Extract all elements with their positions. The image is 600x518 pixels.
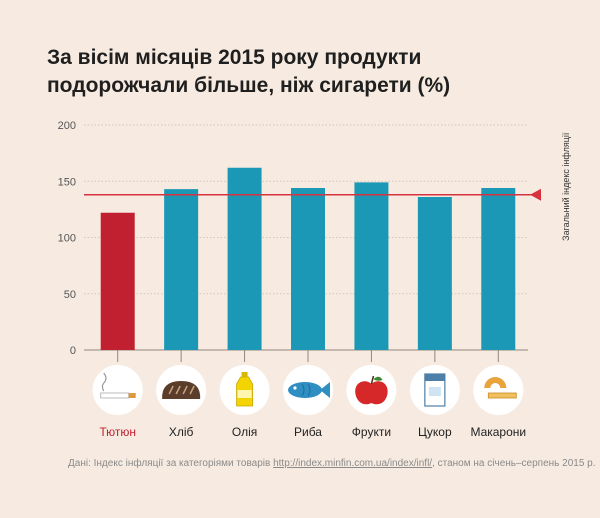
- chart-title: За вісім місяців 2015 року продукти подо…: [47, 44, 567, 100]
- bar-2: [164, 189, 199, 350]
- bread-icon: [162, 381, 201, 399]
- source-footnote: Дані: Індекс інфляції за категоріями тов…: [68, 458, 596, 469]
- footnote-suffix: , станом на січень–серпень 2015 р.: [432, 458, 596, 469]
- icon-circle: [92, 365, 143, 415]
- bar-7: [481, 188, 516, 350]
- apple-stem: [370, 375, 375, 385]
- apple-icon: [355, 375, 388, 405]
- bar-5: [354, 182, 389, 350]
- category-label: Макарони: [470, 425, 526, 439]
- apple-body: [355, 381, 388, 405]
- category-label: Фрукти: [352, 425, 391, 439]
- bar-4: [291, 188, 325, 350]
- smoke: [101, 372, 107, 392]
- y-tick-label: 0: [70, 345, 76, 357]
- chart-title-line-2: подорожчали більше, ніж сигарети (%): [47, 74, 451, 97]
- fish-body: [288, 382, 322, 398]
- y-tick-label: 200: [58, 120, 76, 132]
- reference-marker: [530, 188, 541, 201]
- pasta-shell: [484, 377, 507, 388]
- category-label: Олія: [232, 425, 257, 439]
- bar-6: [417, 197, 452, 350]
- fish-icon: [288, 382, 330, 398]
- sugar-top: [424, 374, 445, 381]
- category-icon-3: [219, 365, 270, 415]
- footnote-prefix: Дані: Індекс інфляції за категоріями тов…: [68, 458, 274, 469]
- category-icon-6: [409, 365, 460, 415]
- icon-circle: [473, 365, 524, 415]
- bar-3: [227, 167, 262, 350]
- fish-tail: [320, 382, 330, 398]
- category-label: Хліб: [169, 425, 194, 439]
- y-tick-label: 100: [58, 233, 76, 245]
- bread-cut: [182, 385, 188, 395]
- bottle-label: [237, 390, 252, 398]
- bottle-cap: [241, 372, 248, 377]
- category-icon-5: [346, 365, 397, 415]
- chart-title-line-1: За вісім місяців 2015 року продукти: [47, 46, 422, 69]
- cigarette-icon: [100, 372, 136, 399]
- fish-scales: [301, 383, 311, 397]
- bread-cut: [189, 385, 195, 395]
- sugar-pack-icon: [424, 373, 446, 407]
- cigarette-body: [100, 392, 130, 399]
- category-label: Тютюн: [99, 425, 136, 439]
- reference-line-label: Загальний індекс інфляції: [561, 132, 571, 241]
- pasta-stick: [487, 392, 517, 399]
- oil-bottle-icon: [236, 372, 253, 407]
- category-icon-2: [156, 365, 207, 415]
- bar-1: [100, 212, 135, 350]
- apple-leaf: [373, 376, 383, 381]
- bread-cut: [168, 385, 174, 395]
- y-tick-label: 50: [64, 289, 76, 301]
- category-label: Риба: [294, 425, 322, 439]
- source-link[interactable]: http://index.minfin.com.ua/index/infl/: [273, 458, 433, 469]
- y-tick-label: 150: [58, 176, 76, 188]
- fish-eye: [293, 386, 297, 390]
- category-label: Цукор: [418, 425, 452, 439]
- cigarette-filter: [128, 393, 136, 398]
- category-icon-4: [283, 365, 333, 415]
- sugar-label: [428, 387, 441, 396]
- category-icon-7: [473, 365, 524, 415]
- pasta-icon: [484, 377, 517, 399]
- category-icon-1: [92, 365, 143, 415]
- bread-loaf: [162, 381, 201, 399]
- bread-cut: [175, 385, 181, 395]
